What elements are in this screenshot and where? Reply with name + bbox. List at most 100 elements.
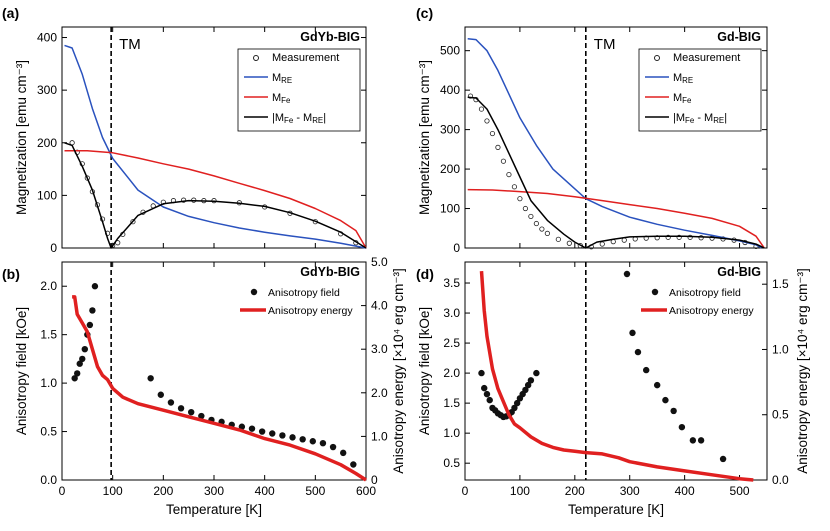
x-axis-label: Temperature [K] xyxy=(568,502,664,517)
panel-d: 0 100 200 300 400 500 0.5 1.0 1.5 2.0 2.5 3.0 3.5 0.0… xyxy=(416,261,810,517)
anisotropy-field-point xyxy=(258,428,266,435)
measurement-point xyxy=(539,226,545,232)
y2-axis-label: Anisotropy energy [×10⁴ erg cm⁻³] xyxy=(391,268,406,473)
legend-label-diff-part: RE xyxy=(713,116,724,125)
anisotropy-field-point xyxy=(478,369,485,377)
measurement-point xyxy=(528,213,534,220)
sample-label: Gd-BIG xyxy=(717,265,761,279)
anisotropy-field-point xyxy=(81,346,89,353)
y-tick-label: 1.0 xyxy=(443,426,460,440)
y-tick-label: 0.0 xyxy=(40,473,57,487)
y-tick-label: 300 xyxy=(440,123,460,137)
legend-label-mfe: MFe xyxy=(673,92,692,105)
legend-label-diff-part: | xyxy=(323,112,326,124)
panel-label: (c) xyxy=(416,5,433,21)
y-tick-label: 1.5 xyxy=(40,328,57,342)
y2-tick-label: 1.5 xyxy=(772,277,789,291)
x-tick-label: 0 xyxy=(462,484,469,498)
anisotropy-field-point xyxy=(89,307,96,314)
anisotropy-field-point xyxy=(350,461,357,468)
legend-label-mfe-part: Fe xyxy=(281,96,291,105)
anisotropy-field-point xyxy=(86,321,94,329)
measurement-point xyxy=(676,234,682,240)
anisotropy-field-point xyxy=(79,355,86,363)
x-tick-label: 500 xyxy=(305,484,325,498)
anisotropy-field-point xyxy=(481,384,488,392)
measurement-point xyxy=(599,241,605,247)
legend-label-diff-part: RE xyxy=(312,116,323,125)
m-fe-line xyxy=(64,149,367,249)
y-axis-label: Anisotropy field [kOe] xyxy=(417,307,432,435)
legend-label-diff-part: Fe xyxy=(284,116,294,125)
y-tick-label: 200 xyxy=(37,136,57,150)
anisotropy-field-point xyxy=(483,390,491,398)
anisotropy-field-point xyxy=(167,399,175,406)
panel-label: (b) xyxy=(2,266,20,282)
panel-label: (d) xyxy=(416,266,434,282)
anisotropy-field-point xyxy=(678,423,686,431)
tm-label: TM xyxy=(594,36,616,53)
y-tick-label: 400 xyxy=(37,31,57,45)
anisotropy-energy-line xyxy=(479,270,754,482)
legend-label-measurement: Measurement xyxy=(272,52,339,64)
anisotropy-field-point xyxy=(629,329,636,337)
m-re-line xyxy=(467,38,762,249)
x-tick-label: 300 xyxy=(620,484,640,498)
measurement-point xyxy=(489,130,496,137)
measurement-point xyxy=(665,234,671,240)
anisotropy-field-point xyxy=(177,405,185,412)
anisotropy-field-point xyxy=(653,381,661,389)
y-tick-label: 0.5 xyxy=(40,425,57,439)
m-re-line xyxy=(64,44,367,249)
x-tick-label: 400 xyxy=(675,484,695,498)
anisotropy-field-point xyxy=(188,408,195,416)
y2-tick-label: 3.0 xyxy=(371,342,388,356)
m-diff-line xyxy=(467,96,765,249)
panel-c: 0 100 200 300 400 500 Magnetization [emu cm⁻³]… xyxy=(416,5,768,255)
y2-tick-label: 2.0 xyxy=(371,386,388,400)
legend-label-mfe-part: M xyxy=(272,92,281,104)
measurement-point xyxy=(84,175,90,181)
anisotropy-field-point xyxy=(524,381,532,389)
anisotropy-field-point xyxy=(697,437,705,444)
anisotropy-field-point xyxy=(309,438,316,445)
anisotropy-field-point xyxy=(527,377,535,384)
anisotropy-field-point xyxy=(662,396,669,404)
legend-label-mre-part: M xyxy=(272,72,281,84)
y2-tick-label: 0 xyxy=(371,473,378,487)
anisotropy-field-point xyxy=(299,436,306,443)
measurement-point xyxy=(181,197,187,203)
tm-label: TM xyxy=(119,36,141,53)
sample-label: GdYb-BIG xyxy=(300,30,360,44)
measurement-point xyxy=(533,220,539,227)
sample-label: Gd-BIG xyxy=(717,30,761,44)
x-tick-label: 200 xyxy=(565,484,585,498)
measurement-point xyxy=(555,236,561,242)
legend-label-diff-part: - M xyxy=(694,112,713,124)
legend-label-field: Anisotropy field xyxy=(669,287,741,299)
anisotropy-field-point xyxy=(319,439,327,447)
y2-tick-label: 1.0 xyxy=(772,342,789,356)
legend: Anisotropy field Anisotropy energy xyxy=(641,287,754,317)
anisotropy-field-point xyxy=(513,399,521,407)
anisotropy-field-point xyxy=(269,430,276,437)
anisotropy-field-point xyxy=(634,348,642,356)
y2-axis-label: Anisotropy energy [×10⁴ erg cm⁻³] xyxy=(795,268,810,473)
y2-tick-label: 0.5 xyxy=(772,408,789,422)
legend-label-mre-part: M xyxy=(673,72,682,84)
anisotropy-energy-line xyxy=(72,295,367,482)
y-axis-label: Anisotropy field [kOe] xyxy=(14,307,29,435)
y-tick-label: 500 xyxy=(440,44,460,58)
anisotropy-field-point xyxy=(719,455,727,463)
m-diff-line xyxy=(64,142,367,249)
measurement-point xyxy=(130,219,136,225)
y2-tick-label: 4.0 xyxy=(371,299,388,313)
anisotropy-field-point xyxy=(522,386,529,394)
y2-tick-label: 1.0 xyxy=(371,429,388,443)
measurement-point xyxy=(517,196,523,202)
y-tick-label: 0 xyxy=(453,241,460,255)
legend-label-energy: Anisotropy energy xyxy=(268,305,353,317)
x-tick-label: 600 xyxy=(356,484,376,498)
